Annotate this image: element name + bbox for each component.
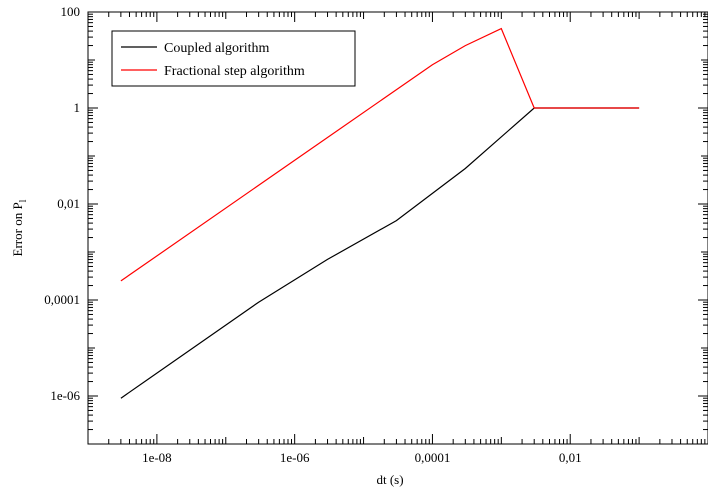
x-tick-label: 1e-08: [142, 450, 172, 465]
series-line-1: [120, 27, 640, 282]
series-layer: [120, 27, 640, 399]
y-axis-title: Error on Pl: [10, 199, 29, 256]
plot-frame: [87, 11, 708, 445]
legend: Coupled algorithm Fractional step algorit…: [111, 30, 356, 87]
legend-label-1: Fractional step algorithm: [164, 64, 305, 79]
series-line-0: [120, 107, 640, 399]
tick-labels: 1e-08 1e-06 0,0001 0,01 1e-06 0,0001 0,01 1 100: [44, 4, 581, 465]
y-tick-label: 1e-06: [50, 388, 80, 403]
x-tick-label: 0,01: [559, 450, 582, 465]
y-tick-label: 0,0001: [44, 292, 80, 307]
legend-label-0: Coupled algorithm: [164, 41, 269, 56]
legend-box: [111, 30, 356, 87]
y-tick-label: 1: [74, 100, 81, 115]
x-tick-label: 0,0001: [415, 450, 451, 465]
x-axis-title: dt (s): [376, 472, 403, 487]
x-tick-label: 1e-06: [280, 450, 310, 465]
y-tick-label: 0,01: [57, 196, 80, 211]
axis-ticks: [87, 12, 708, 445]
y-tick-label: 100: [61, 4, 81, 19]
